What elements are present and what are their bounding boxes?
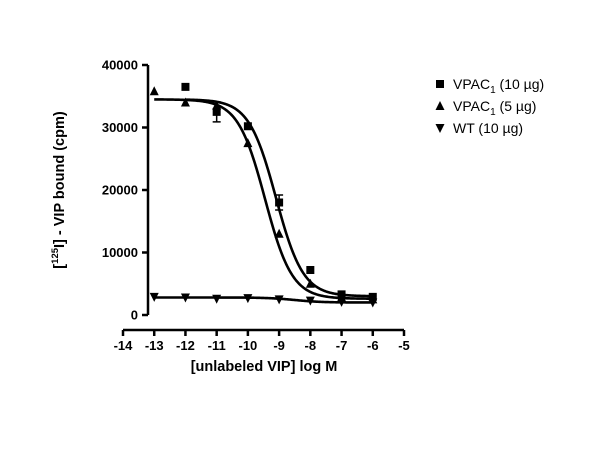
y-tick-label: 30000 xyxy=(102,120,138,135)
data-point-series-3 xyxy=(274,295,284,305)
y-tick-label: 10000 xyxy=(102,245,138,260)
x-tick-label: -9 xyxy=(273,338,285,353)
data-point-series-2 xyxy=(243,138,253,148)
y-axis-title: [125I] - VIP bound (cpm) xyxy=(50,111,68,269)
x-tick-label: -12 xyxy=(176,338,195,353)
data-point-series-2 xyxy=(180,97,190,107)
data-point-series-3 xyxy=(305,296,315,306)
legend: VPAC1 (10 µg)VPAC1 (5 µg) WT (10 µg) xyxy=(435,76,544,136)
data-markers xyxy=(149,82,378,308)
data-point-series-1 xyxy=(275,198,284,207)
x-tick-label: -7 xyxy=(336,338,348,353)
data-point-series-1 xyxy=(306,266,315,274)
fit-curve-series-2 xyxy=(154,98,373,300)
x-tick-label: -5 xyxy=(398,338,410,353)
y-axis-ticks: 0 10000 20000 30000 40000 xyxy=(102,58,148,323)
data-point-series-3 xyxy=(243,294,253,304)
error-bars xyxy=(212,101,284,211)
data-point-series-2 xyxy=(274,228,284,238)
data-point-series-1 xyxy=(212,107,221,116)
x-tick-label: -10 xyxy=(238,338,257,353)
x-tick-label: -8 xyxy=(305,338,317,353)
data-point-series-2 xyxy=(212,100,222,110)
legend-label: WT (10 µg) xyxy=(453,120,523,136)
y-tick-label: 0 xyxy=(131,308,138,323)
data-point-series-3 xyxy=(180,293,190,303)
legend-label: VPAC1 (10 µg) xyxy=(453,76,544,96)
x-tick-label: -14 xyxy=(114,338,134,353)
data-point-series-2 xyxy=(305,278,315,288)
y-tick-label: 40000 xyxy=(102,58,138,73)
data-point-series-3 xyxy=(368,298,378,308)
legend-marker xyxy=(435,124,445,133)
data-point-series-2 xyxy=(149,86,159,96)
fit-curves xyxy=(154,98,373,304)
legend-marker xyxy=(435,101,445,110)
data-point-series-3 xyxy=(212,294,222,304)
x-tick-label: -13 xyxy=(145,338,164,353)
legend-label: VPAC1 (5 µg) xyxy=(453,98,536,118)
fit-curve-series-3 xyxy=(154,296,373,304)
x-tick-label: -6 xyxy=(367,338,379,353)
x-axis-title: [unlabeled VIP] log M xyxy=(191,359,338,375)
data-point-series-1 xyxy=(181,82,190,91)
x-axis-ticks: -14 -13 -12 -11 -10 -9 -8 -7 -6 -5 xyxy=(114,330,410,353)
data-point-series-3 xyxy=(337,297,347,307)
legend-marker xyxy=(436,80,444,88)
data-point-series-1 xyxy=(243,122,252,131)
data-point-series-3 xyxy=(149,292,159,302)
y-tick-label: 20000 xyxy=(102,183,138,198)
x-tick-label: -11 xyxy=(208,338,226,353)
